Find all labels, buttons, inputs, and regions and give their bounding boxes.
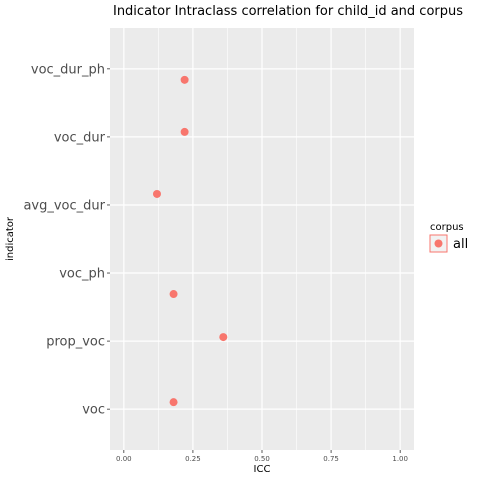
x-tick-label: 0.25 [185, 455, 201, 463]
x-axis-title: ICC [254, 464, 271, 475]
y-tick-label: voc [82, 403, 105, 418]
x-tick-label: 0.00 [116, 455, 132, 463]
grid-lines [110, 28, 414, 450]
legend-title: corpus [430, 222, 464, 233]
x-tick-label: 1.00 [392, 455, 408, 463]
legend-entry-all: all [453, 237, 468, 252]
data-point-voc_ph [169, 290, 178, 299]
y-tick-label: prop_voc [46, 335, 105, 350]
x-tick-label: 0.75 [323, 455, 339, 463]
data-points [152, 75, 228, 407]
y-tick-label: avg_voc_dur [23, 198, 105, 213]
legend: corpus all [429, 222, 468, 253]
data-point-voc_dur [180, 127, 189, 136]
axis-ticks: 0.00 0.25 0.50 0.75 1.00 voc_dur_ph voc_duravg… [23, 62, 408, 463]
data-point-prop_voc [219, 333, 228, 342]
x-tick-label: 0.50 [254, 455, 270, 463]
y-axis-title: indicator [5, 216, 16, 261]
data-point-avg_voc_dur [152, 189, 161, 198]
chart-title: Indicator Intraclass correlation for chi… [113, 4, 463, 19]
y-tick-label: voc_ph [59, 267, 105, 282]
legend-marker [434, 239, 443, 248]
y-tick-label: voc_dur_ph [31, 62, 105, 77]
data-point-voc_dur_ph [180, 75, 189, 84]
data-point-voc [169, 398, 178, 407]
y-tick-label: voc_dur [54, 130, 106, 145]
